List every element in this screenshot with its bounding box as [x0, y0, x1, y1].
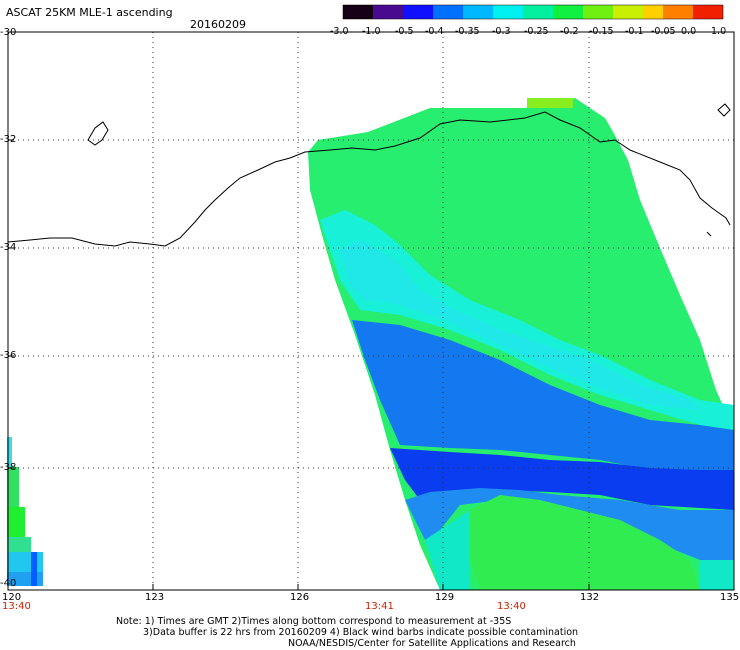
- colorbar-tick: -0.2: [560, 26, 579, 37]
- note-line: Note: 1) Times are GMT 2)Times along bot…: [116, 616, 512, 627]
- lat-label: -38: [0, 462, 17, 473]
- colorbar: [342, 4, 724, 20]
- frame-ticks: [8, 139, 590, 590]
- gridlines: [8, 32, 734, 590]
- time-label: 13:40: [497, 601, 526, 612]
- map-title: ASCAT 25KM MLE-1 ascending: [6, 6, 173, 19]
- colorbar-tick: -0.4: [425, 26, 444, 37]
- note-line: NOAA/NESDIS/Center for Satellite Applica…: [288, 638, 576, 649]
- time-label: 13:40: [2, 601, 31, 612]
- lon-label: 126: [290, 592, 310, 603]
- lon-label: 135: [720, 592, 740, 603]
- colorbar-tick: -1.0: [362, 26, 381, 37]
- lat-label: -34: [0, 242, 17, 253]
- swath-data: [308, 98, 734, 590]
- lon-label: 120: [2, 592, 22, 603]
- colorbar-tick: -0.25: [524, 26, 549, 37]
- time-label: 13:41: [365, 601, 394, 612]
- colorbar-tick: 1.0: [711, 26, 727, 37]
- lon-label: 123: [145, 592, 165, 603]
- note-line: 3)Data buffer is 22 hrs from 20160209 4)…: [143, 627, 579, 638]
- lat-label: -36: [0, 350, 17, 361]
- map-frame: [7, 31, 735, 591]
- colorbar-tick: -3.0: [330, 26, 349, 37]
- lat-label: -30: [0, 27, 17, 38]
- colorbar-tick: 0.0: [681, 26, 697, 37]
- swath-fragment-left: [7, 437, 43, 586]
- lat-label: -40: [0, 578, 17, 589]
- colorbar-tick: -0.05: [651, 26, 676, 37]
- map-date: 20160209: [190, 18, 246, 31]
- lon-label: 129: [435, 592, 455, 603]
- colorbar-tick: -0.15: [589, 26, 614, 37]
- colorbar-tick: -0.1: [625, 26, 644, 37]
- colorbar-tick: -0.3: [492, 26, 511, 37]
- lon-label: 132: [580, 592, 600, 603]
- colorbar-tick: -0.5: [395, 26, 414, 37]
- lat-label: -32: [0, 134, 17, 145]
- coastline: [7, 103, 731, 247]
- colorbar-tick: -0.35: [455, 26, 480, 37]
